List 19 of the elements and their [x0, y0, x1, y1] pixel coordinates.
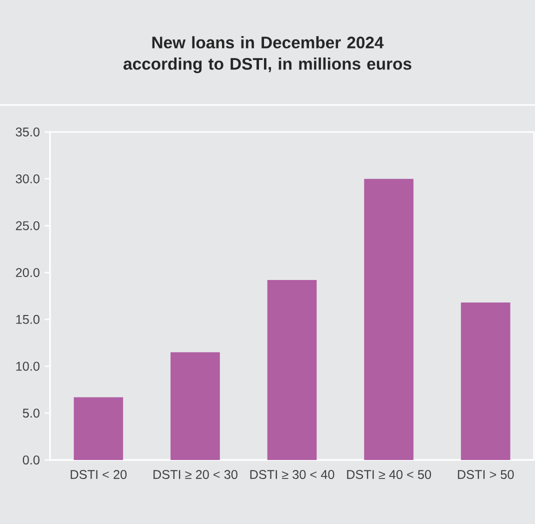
bar	[74, 397, 124, 460]
y-tick-label: 20.0	[16, 268, 40, 278]
y-tick-label: 10.0	[16, 362, 40, 371]
y-tick-label: 0.0	[22, 456, 40, 464]
bar	[170, 352, 220, 460]
y-tick-label: 25.0	[16, 221, 40, 230]
bar	[267, 280, 317, 460]
y-tick-label: 35.0	[16, 128, 40, 136]
y-tick-label: 5.0	[22, 408, 40, 418]
chart-title: New loans in December 2024 according to DSTI, in millions euros	[124, 36, 412, 74]
x-tick-label: DSTI ≥ 20 < 30	[154, 470, 238, 479]
bar	[364, 178, 414, 460]
y-tick-label: 15.0	[16, 314, 40, 324]
x-tick-label: DSTI ≥ 40 < 50	[347, 470, 432, 479]
x-tick-label: DSTI > 50	[458, 470, 514, 479]
x-tick-label: DSTI < 20	[70, 470, 127, 479]
bar	[460, 302, 510, 460]
y-tick-label: 30.0	[16, 174, 40, 184]
x-tick-label: DSTI ≥ 30 < 40	[250, 470, 334, 479]
